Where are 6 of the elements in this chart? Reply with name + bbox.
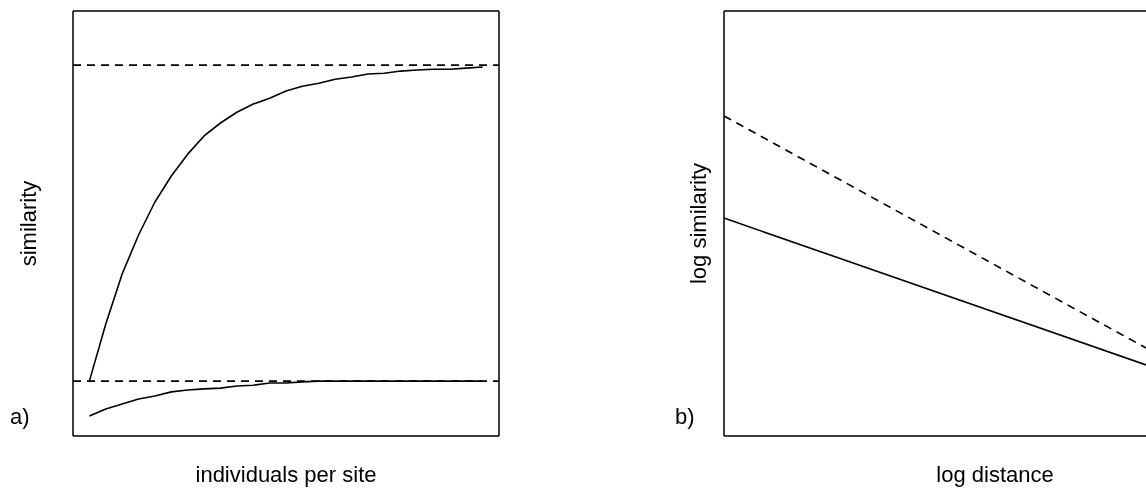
x-axis-title: log distance	[936, 462, 1054, 488]
y-axis-title: log similarity	[686, 162, 712, 285]
y-axis-title: similarity	[16, 180, 42, 267]
x-axis-title: individuals per site	[195, 462, 377, 488]
text: a)	[10, 404, 30, 430]
annotation: b)	[675, 404, 695, 430]
